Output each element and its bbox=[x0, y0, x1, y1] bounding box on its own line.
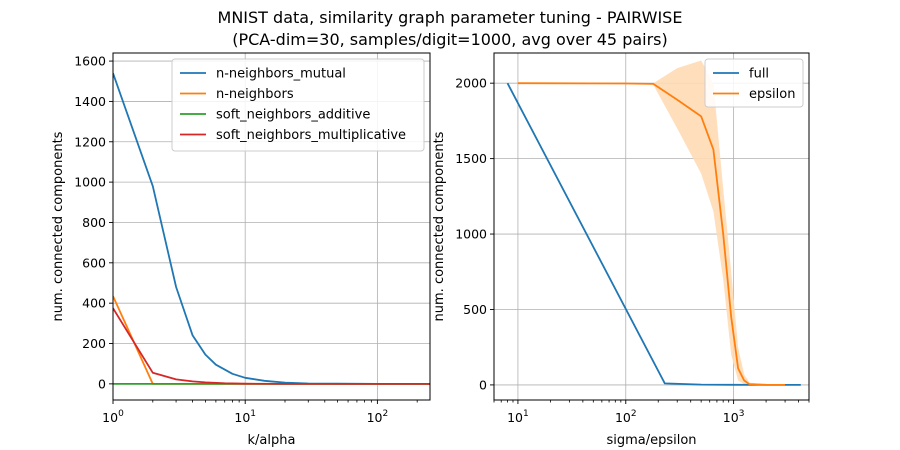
legend-label-epsilon: epsilon bbox=[749, 87, 795, 102]
legend-box bbox=[171, 58, 425, 152]
left-chart: 100 101 10202004006008001000120014001600k/… bbox=[51, 52, 431, 448]
y-tick-label: 1400 bbox=[74, 94, 106, 109]
y-tick-label: 2000 bbox=[455, 76, 487, 91]
x-axis-label: sigma/epsilon bbox=[606, 433, 696, 448]
x-tick-label-base: 10 bbox=[615, 410, 631, 425]
y-tick-label: 1200 bbox=[74, 134, 106, 149]
right-chart: 101 102 1030500100015002000sigma/epsilonnu… bbox=[432, 52, 810, 448]
figure-title-line-2: (PCA-dim=30, samples/digit=1000, avg ove… bbox=[232, 30, 668, 49]
legend-box bbox=[704, 58, 804, 108]
x-axis-label: k/alpha bbox=[248, 433, 296, 448]
legend: full epsilon bbox=[704, 58, 804, 108]
x-tick-label-base: 10 bbox=[234, 410, 250, 425]
x-tick-label: 102 bbox=[367, 409, 389, 425]
x-tick-label-exponent: 1 bbox=[523, 409, 529, 419]
x-tick-label-exponent: 2 bbox=[382, 409, 388, 419]
x-tick-label-base: 10 bbox=[367, 410, 383, 425]
x-tick-label: 100 bbox=[102, 409, 124, 425]
plot-area bbox=[113, 72, 430, 385]
x-tick-label-exponent: 3 bbox=[739, 409, 745, 419]
y-tick-label: 1000 bbox=[74, 175, 106, 190]
legend-label-full: full bbox=[749, 67, 769, 82]
y-axis-label: num. connected components bbox=[51, 131, 66, 321]
legend-label-n-neighbors: n-neighbors bbox=[216, 87, 294, 102]
y-tick-label: 500 bbox=[463, 302, 487, 317]
axes-frame bbox=[493, 52, 810, 401]
y-tick-label: 1600 bbox=[74, 54, 106, 69]
x-tick-label: 103 bbox=[723, 409, 745, 425]
y-tick-label: 1500 bbox=[455, 151, 487, 166]
series-band-epsilon bbox=[517, 60, 786, 385]
x-tick-label-exponent: 0 bbox=[118, 409, 124, 419]
x-tick-label-base: 10 bbox=[102, 410, 118, 425]
y-axis-label: num. connected components bbox=[432, 131, 447, 321]
y-tick-label: 200 bbox=[82, 336, 106, 351]
x-tick-label-base: 10 bbox=[723, 410, 739, 425]
legend-label-n-neighbors_mutual: n-neighbors_mutual bbox=[216, 67, 346, 82]
series-line-epsilon bbox=[517, 82, 786, 386]
x-tick-label: 101 bbox=[234, 409, 256, 425]
y-tick-label: 0 bbox=[479, 377, 487, 392]
y-tick-label: 600 bbox=[82, 255, 106, 270]
x-tick-label: 102 bbox=[615, 409, 637, 425]
series-line-soft_neighbors_multiplicative bbox=[113, 307, 430, 385]
x-minor-ticks bbox=[152, 400, 418, 403]
x-tick-label-base: 10 bbox=[507, 410, 523, 425]
x-tick-label-exponent: 1 bbox=[250, 409, 256, 419]
legend-label-soft_neighbors_multiplicative: soft_neighbors_multiplicative bbox=[216, 128, 406, 143]
x-minor-ticks bbox=[493, 400, 810, 403]
x-tick-label: 101 bbox=[507, 409, 529, 425]
y-tick-label: 0 bbox=[98, 376, 106, 391]
legend: n-neighbors_mutual n-neighbors soft_neighb… bbox=[171, 58, 425, 152]
x-tick-label-exponent: 2 bbox=[631, 409, 637, 419]
y-tick-label: 800 bbox=[82, 215, 106, 230]
y-tick-label: 400 bbox=[82, 296, 106, 311]
legend-label-soft_neighbors_additive: soft_neighbors_additive bbox=[216, 108, 370, 123]
plot-area bbox=[506, 60, 801, 386]
y-tick-label: 1000 bbox=[455, 227, 487, 242]
axes-frame bbox=[112, 52, 431, 401]
figure-title-line-1: MNIST data, similarity graph parameter t… bbox=[218, 8, 683, 27]
